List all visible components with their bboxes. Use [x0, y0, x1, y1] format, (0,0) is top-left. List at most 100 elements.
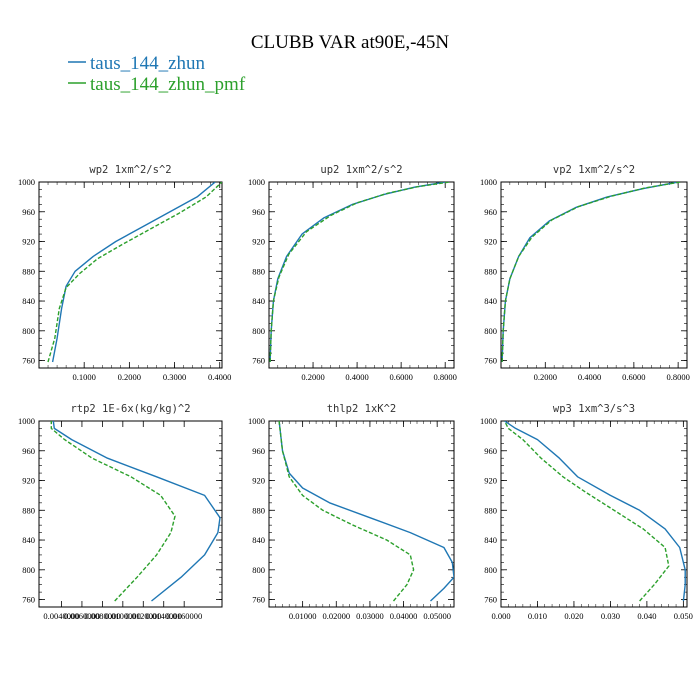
y-tick-label: 1000 — [248, 177, 265, 187]
y-tick-label: 920 — [252, 476, 265, 486]
panel-title: vp2 1xm^2/s^2 — [553, 164, 635, 176]
x-tick-label: 0.020 — [564, 611, 583, 621]
x-tick-label: 0.010 — [528, 611, 547, 621]
plot-frame — [38, 181, 223, 369]
x-tick-label: 0.04000 — [390, 611, 418, 621]
y-tick-label: 1000 — [480, 177, 497, 187]
x-tick-label: 0.050 — [674, 611, 693, 621]
x-tick-label: 0.2000 — [118, 372, 141, 382]
figure-legend: taus_144_zhun taus_144_zhun_pmf — [68, 53, 246, 95]
y-tick-label: 880 — [252, 505, 265, 515]
y-tick-label: 800 — [252, 565, 265, 575]
y-tick-label: 920 — [252, 237, 265, 247]
y-tick-label: 880 — [484, 505, 497, 515]
x-tick-label: 0.0060000 — [64, 611, 100, 621]
x-tick-label: 0.01000 — [289, 611, 317, 621]
x-tick-label: 0.0040000 — [43, 611, 79, 621]
series-line-zhun-pmf — [269, 182, 450, 363]
y-tick-label: 800 — [22, 326, 35, 336]
y-tick-label: 880 — [252, 266, 265, 276]
y-tick-label: 760 — [252, 356, 265, 366]
y-tick-label: 880 — [22, 266, 35, 276]
series-line-zhun-pmf — [47, 182, 222, 363]
y-tick-label: 920 — [22, 476, 35, 486]
y-tick-label: 920 — [22, 237, 35, 247]
panels-container: wp2 1xm^2/s^2 760 800 840 880 920 960 1000 0.100… — [18, 164, 693, 621]
x-tick-label: 0.8000 — [434, 372, 457, 382]
x-tick-label: 0.3000 — [163, 372, 186, 382]
y-tick-label: 920 — [484, 237, 497, 247]
panel-2: up2 1xm^2/s^2 760 800 840 880 920 960 1000 0.200… — [248, 164, 457, 382]
panel-title: rtp2 1E-6x(kg/kg)^2 — [70, 403, 190, 415]
y-tick-label: 920 — [484, 476, 497, 486]
legend-label-zhun-pmf: taus_144_zhun_pmf — [90, 74, 246, 95]
y-tick-label: 1000 — [18, 177, 35, 187]
y-tick-label: 880 — [484, 266, 497, 276]
x-tick-label: 0.0120000 — [125, 611, 161, 621]
y-tick-label: 800 — [22, 565, 35, 575]
y-tick-label: 960 — [484, 446, 497, 456]
x-tick-label: 0.4000 — [578, 372, 601, 382]
figure-title: CLUBB VAR at90E,-45N — [251, 32, 450, 53]
panel-title: wp3 1xm^3/s^3 — [553, 403, 635, 415]
x-tick-label: 0.040 — [637, 611, 656, 621]
y-tick-label: 960 — [22, 446, 35, 456]
x-tick-label: 0.2000 — [301, 372, 324, 382]
legend-label-zhun: taus_144_zhun — [90, 53, 206, 74]
y-tick-label: 960 — [252, 446, 265, 456]
series-line-zhun-pmf — [501, 182, 681, 363]
panel-title: up2 1xm^2/s^2 — [320, 164, 402, 176]
panel-4: rtp2 1E-6x(kg/kg)^2 760 800 840 880 920 960 100… — [18, 403, 223, 621]
plot-frame — [38, 420, 223, 608]
y-tick-label: 960 — [252, 207, 265, 217]
panel-title: wp2 1xm^2/s^2 — [89, 164, 171, 176]
y-tick-label: 760 — [22, 356, 35, 366]
x-tick-label: 0.0160000 — [166, 611, 202, 621]
x-tick-label: 0.0080000 — [84, 611, 120, 621]
series-line-zhun — [278, 421, 454, 602]
y-tick-label: 1000 — [248, 416, 265, 426]
series-line-zhun — [504, 421, 686, 602]
y-tick-label: 800 — [252, 326, 265, 336]
panel-5: thlp2 1xK^2 760 800 840 880 920 960 1000 0.01000… — [248, 403, 455, 621]
x-tick-label: 0.0140000 — [146, 611, 182, 621]
panel-6: wp3 1xm^3/s^3 760 800 840 880 920 960 1000 0.000… — [480, 403, 693, 621]
y-tick-label: 800 — [484, 565, 497, 575]
y-tick-label: 800 — [484, 326, 497, 336]
y-tick-label: 840 — [484, 296, 497, 306]
x-tick-label: 0.02000 — [322, 611, 350, 621]
x-tick-label: 0.03000 — [356, 611, 384, 621]
y-tick-label: 960 — [484, 207, 497, 217]
series-line-zhun — [52, 421, 221, 602]
x-tick-label: 0.6000 — [622, 372, 645, 382]
y-tick-label: 1000 — [18, 416, 35, 426]
y-tick-label: 840 — [22, 535, 35, 545]
plot-frame — [500, 181, 688, 369]
plot-frame — [268, 420, 455, 608]
y-tick-label: 840 — [252, 296, 265, 306]
series-line-zhun-pmf — [50, 421, 176, 602]
x-tick-label: 0.4000 — [345, 372, 368, 382]
y-tick-label: 760 — [22, 595, 35, 605]
series-line-zhun — [51, 182, 216, 363]
y-tick-label: 960 — [22, 207, 35, 217]
y-tick-label: 760 — [484, 356, 497, 366]
x-tick-label: 0.6000 — [389, 372, 412, 382]
series-line-zhun-pmf — [278, 421, 415, 602]
y-tick-label: 880 — [22, 505, 35, 515]
x-tick-label: 0.05000 — [423, 611, 451, 621]
y-tick-label: 760 — [484, 595, 497, 605]
x-tick-label: 0.0100000 — [105, 611, 141, 621]
plot-frame — [500, 420, 688, 608]
y-tick-label: 840 — [484, 535, 497, 545]
x-tick-label: 0.8000 — [666, 372, 689, 382]
x-tick-label: 0.000 — [491, 611, 510, 621]
plot-frame — [268, 181, 455, 369]
panel-3: vp2 1xm^2/s^2 760 800 840 880 920 960 1000 0.200… — [480, 164, 690, 382]
series-line-zhun-pmf — [503, 421, 670, 602]
x-tick-label: 0.1000 — [72, 372, 95, 382]
y-tick-label: 760 — [252, 595, 265, 605]
x-tick-label: 0.4000 — [208, 372, 231, 382]
x-tick-label: 0.2000 — [534, 372, 557, 382]
